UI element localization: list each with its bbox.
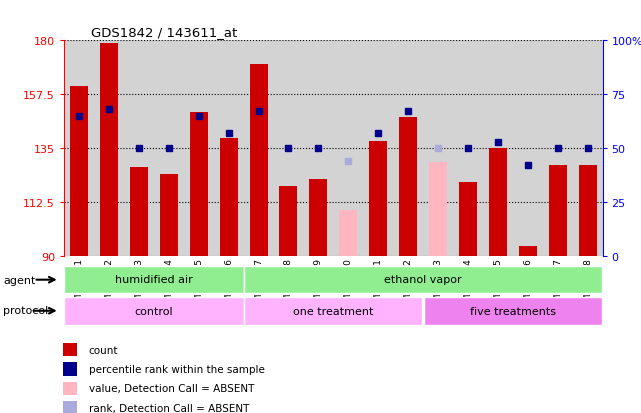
Text: rank, Detection Call = ABSENT: rank, Detection Call = ABSENT	[88, 403, 249, 413]
Text: humidified air: humidified air	[115, 275, 193, 285]
Bar	[100, 44, 118, 256]
Bar	[310, 180, 328, 256]
Bar	[190, 113, 208, 256]
Bar	[63, 382, 77, 395]
Text: GDS1842 / 143611_at: GDS1842 / 143611_at	[91, 26, 237, 39]
Bar	[63, 363, 77, 376]
Text: one treatment: one treatment	[293, 306, 374, 316]
Bar	[519, 247, 537, 256]
Bar	[549, 165, 567, 256]
Bar	[459, 182, 477, 256]
Bar	[579, 165, 597, 256]
Bar	[63, 401, 77, 413]
Text: agent: agent	[3, 275, 36, 285]
Bar	[369, 142, 387, 256]
Bar	[244, 266, 602, 294]
Bar	[489, 149, 507, 256]
Text: protocol: protocol	[3, 306, 49, 316]
Text: count: count	[88, 345, 119, 355]
Bar	[64, 266, 244, 294]
Text: percentile rank within the sample: percentile rank within the sample	[88, 364, 265, 374]
Text: five treatments: five treatments	[470, 306, 556, 316]
Bar	[424, 297, 602, 325]
Bar	[244, 297, 422, 325]
Bar	[64, 297, 244, 325]
Bar	[399, 118, 417, 256]
Bar	[130, 168, 148, 256]
Bar	[339, 211, 357, 256]
Bar	[220, 139, 238, 256]
Bar	[249, 65, 267, 256]
Text: control: control	[135, 306, 173, 316]
Text: ethanol vapor: ethanol vapor	[384, 275, 462, 285]
Bar	[63, 343, 77, 356]
Bar	[279, 187, 297, 256]
Text: value, Detection Call = ABSENT: value, Detection Call = ABSENT	[88, 384, 254, 394]
Bar	[70, 87, 88, 256]
Bar	[429, 163, 447, 256]
Bar	[160, 175, 178, 256]
